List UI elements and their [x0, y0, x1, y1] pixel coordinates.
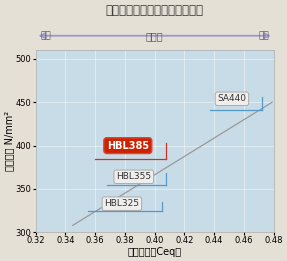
- Text: 溶接性: 溶接性: [146, 31, 163, 41]
- Text: HBL325: HBL325: [104, 199, 139, 208]
- X-axis label: 炭素当量（Ceq）: 炭素当量（Ceq）: [127, 247, 182, 257]
- Title: 高強度と高い溶接施工性を両立: 高強度と高い溶接施工性を両立: [106, 4, 203, 17]
- Text: SA440: SA440: [218, 94, 247, 103]
- Y-axis label: 基準強度 N/mm²: 基準強度 N/mm²: [4, 111, 14, 171]
- Text: HBL385: HBL385: [107, 141, 149, 151]
- Text: 向上: 向上: [40, 31, 51, 40]
- Text: HBL355: HBL355: [116, 172, 151, 181]
- Text: 低下: 低下: [258, 31, 269, 40]
